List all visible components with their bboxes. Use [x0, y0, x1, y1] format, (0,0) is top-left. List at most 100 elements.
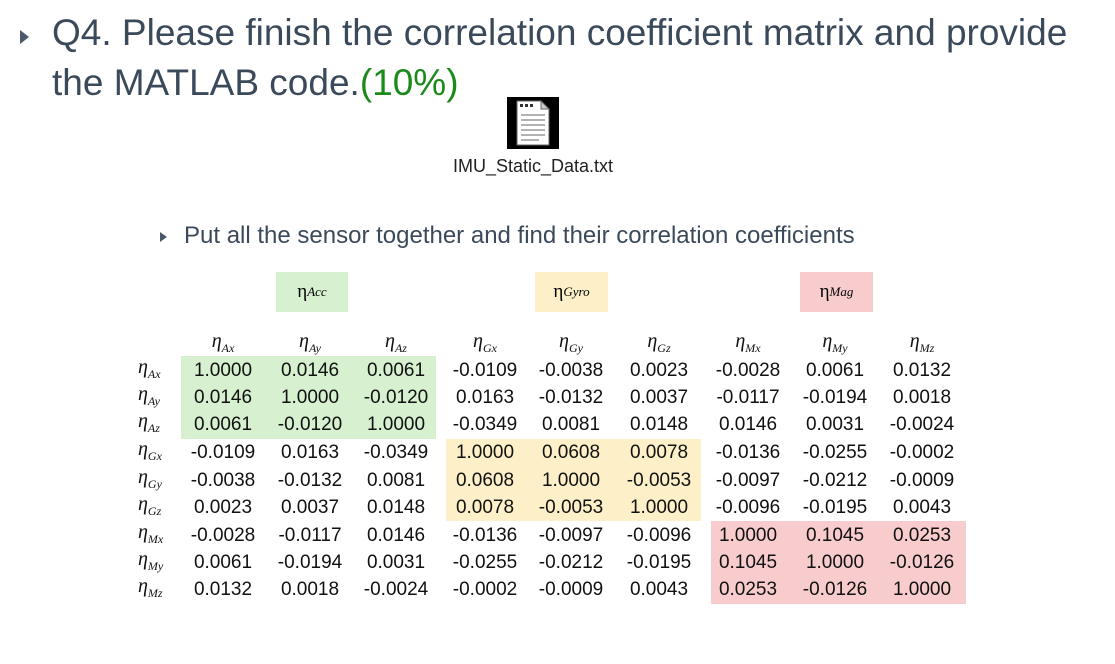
column-header-gz: ηGz [647, 330, 671, 355]
matrix-cell: 0.0132 [892, 360, 952, 381]
matrix-cell: -0.0024 [889, 414, 955, 435]
matrix-cell: 0.0018 [892, 387, 952, 408]
row-header-my: ηMy [138, 548, 164, 573]
matrix-cell: -0.0097 [538, 525, 604, 546]
row-header-mx: ηMx [138, 521, 164, 546]
column-header-gx: ηGx [473, 330, 497, 355]
matrix-cell: 0.0148 [629, 414, 689, 435]
matrix-cell: 0.0078 [629, 442, 689, 463]
matrix-cell: 0.0608 [455, 470, 515, 491]
column-header-mx: ηMx [735, 330, 761, 355]
matrix-cell: 0.0081 [366, 470, 426, 491]
matrix-cell: -0.0349 [452, 414, 518, 435]
matrix-cell: -0.0255 [452, 552, 518, 573]
sub-bullet-triangle-icon [160, 232, 167, 242]
group-header-gyro: η Gyro [535, 272, 608, 312]
matrix-cell: 0.0023 [193, 497, 253, 518]
matrix-cell: -0.0349 [363, 442, 429, 463]
matrix-cell: 0.0146 [193, 387, 253, 408]
matrix-cell: 0.0023 [629, 360, 689, 381]
matrix-cell: 1.0000 [718, 525, 778, 546]
matrix-cell: -0.0002 [889, 442, 955, 463]
matrix-cell: 0.0061 [366, 360, 426, 381]
matrix-cell: -0.0096 [626, 525, 692, 546]
row-header-ax: ηAx [138, 356, 161, 381]
column-header-az: ηAz [385, 330, 407, 355]
matrix-cell: -0.0117 [716, 387, 780, 408]
matrix-cell: -0.0096 [715, 497, 781, 518]
matrix-cell: 0.0132 [193, 579, 253, 600]
matrix-cell: -0.0136 [715, 442, 781, 463]
row-header-gy: ηGy [138, 466, 162, 491]
matrix-cell: 1.0000 [629, 497, 689, 518]
matrix-cell: -0.0126 [802, 579, 868, 600]
row-header-az: ηAz [138, 410, 160, 435]
matrix-cell: -0.0194 [802, 387, 868, 408]
matrix-cell: 0.0146 [280, 360, 340, 381]
matrix-cell: -0.0136 [452, 525, 518, 546]
matrix-cell: 1.0000 [541, 470, 601, 491]
instruction-text: Put all the sensor together and find the… [184, 222, 855, 249]
question-title: Q4. Please finish the correlation coeffi… [52, 12, 1068, 103]
question-points: (10%) [359, 62, 459, 103]
matrix-cell: 1.0000 [805, 552, 865, 573]
matrix-cell: 0.0148 [366, 497, 426, 518]
bullet-triangle-icon [20, 30, 29, 44]
matrix-cell: 1.0000 [366, 414, 426, 435]
matrix-cell: -0.0053 [538, 497, 604, 518]
matrix-cell: -0.0117 [278, 525, 342, 546]
matrix-cell: 0.0061 [193, 552, 253, 573]
matrix-cell: 0.0037 [280, 497, 340, 518]
matrix-cell: 0.0061 [193, 414, 253, 435]
attachment-filename[interactable]: IMU_Static_Data.txt [452, 156, 614, 176]
matrix-cell: 0.0253 [718, 579, 778, 600]
matrix-cell: -0.0120 [277, 414, 343, 435]
matrix-cell: -0.0194 [277, 552, 343, 573]
matrix-cell: 0.0253 [892, 525, 952, 546]
matrix-cell: -0.0028 [715, 360, 781, 381]
matrix-cell: 1.0000 [193, 360, 253, 381]
matrix-cell: 0.0146 [366, 525, 426, 546]
group-header-acc: η Acc [276, 272, 348, 312]
matrix-cell: -0.0126 [889, 552, 955, 573]
matrix-cell: 1.0000 [455, 442, 515, 463]
matrix-cell: -0.0195 [626, 552, 692, 573]
matrix-cell: 1.0000 [280, 387, 340, 408]
mag-block-highlight [711, 521, 966, 604]
matrix-cell: -0.0109 [452, 360, 518, 381]
matrix-cell: 0.0608 [541, 442, 601, 463]
matrix-cell: -0.0038 [190, 470, 256, 491]
matrix-cell: -0.0038 [538, 360, 604, 381]
matrix-cell: 0.0043 [892, 497, 952, 518]
column-header-mz: ηMz [909, 330, 935, 355]
matrix-cell: 0.0031 [366, 552, 426, 573]
matrix-cell: -0.0132 [538, 387, 604, 408]
column-header-my: ηMy [822, 330, 848, 355]
matrix-cell: 0.0163 [455, 387, 515, 408]
matrix-cell: 0.0163 [280, 442, 340, 463]
matrix-cell: -0.0212 [538, 552, 604, 573]
column-header-gy: ηGy [559, 330, 583, 355]
text-file-icon[interactable] [505, 95, 561, 151]
column-header-ay: ηAy [299, 330, 321, 355]
matrix-cell: 0.0031 [805, 414, 865, 435]
matrix-cell: 0.0081 [541, 414, 601, 435]
matrix-cell: -0.0053 [626, 470, 692, 491]
matrix-cell: 0.0061 [805, 360, 865, 381]
group-header-mag: η Mag [800, 272, 873, 312]
matrix-cell: -0.0255 [802, 442, 868, 463]
gyro-block-highlight [446, 439, 701, 521]
matrix-cell: -0.0024 [363, 579, 429, 600]
matrix-cell: -0.0132 [277, 470, 343, 491]
matrix-cell: 0.0078 [455, 497, 515, 518]
matrix-cell: -0.0009 [889, 470, 955, 491]
column-header-ax: ηAx [211, 330, 235, 355]
matrix-cell: -0.0195 [802, 497, 868, 518]
matrix-cell: -0.0009 [538, 579, 604, 600]
matrix-cell: 0.1045 [805, 525, 865, 546]
matrix-cell: 0.1045 [718, 552, 778, 573]
row-header-ay: ηAy [138, 383, 160, 408]
matrix-cell: -0.0212 [802, 470, 868, 491]
matrix-cell: -0.0028 [190, 525, 256, 546]
matrix-cell: 1.0000 [892, 579, 952, 600]
